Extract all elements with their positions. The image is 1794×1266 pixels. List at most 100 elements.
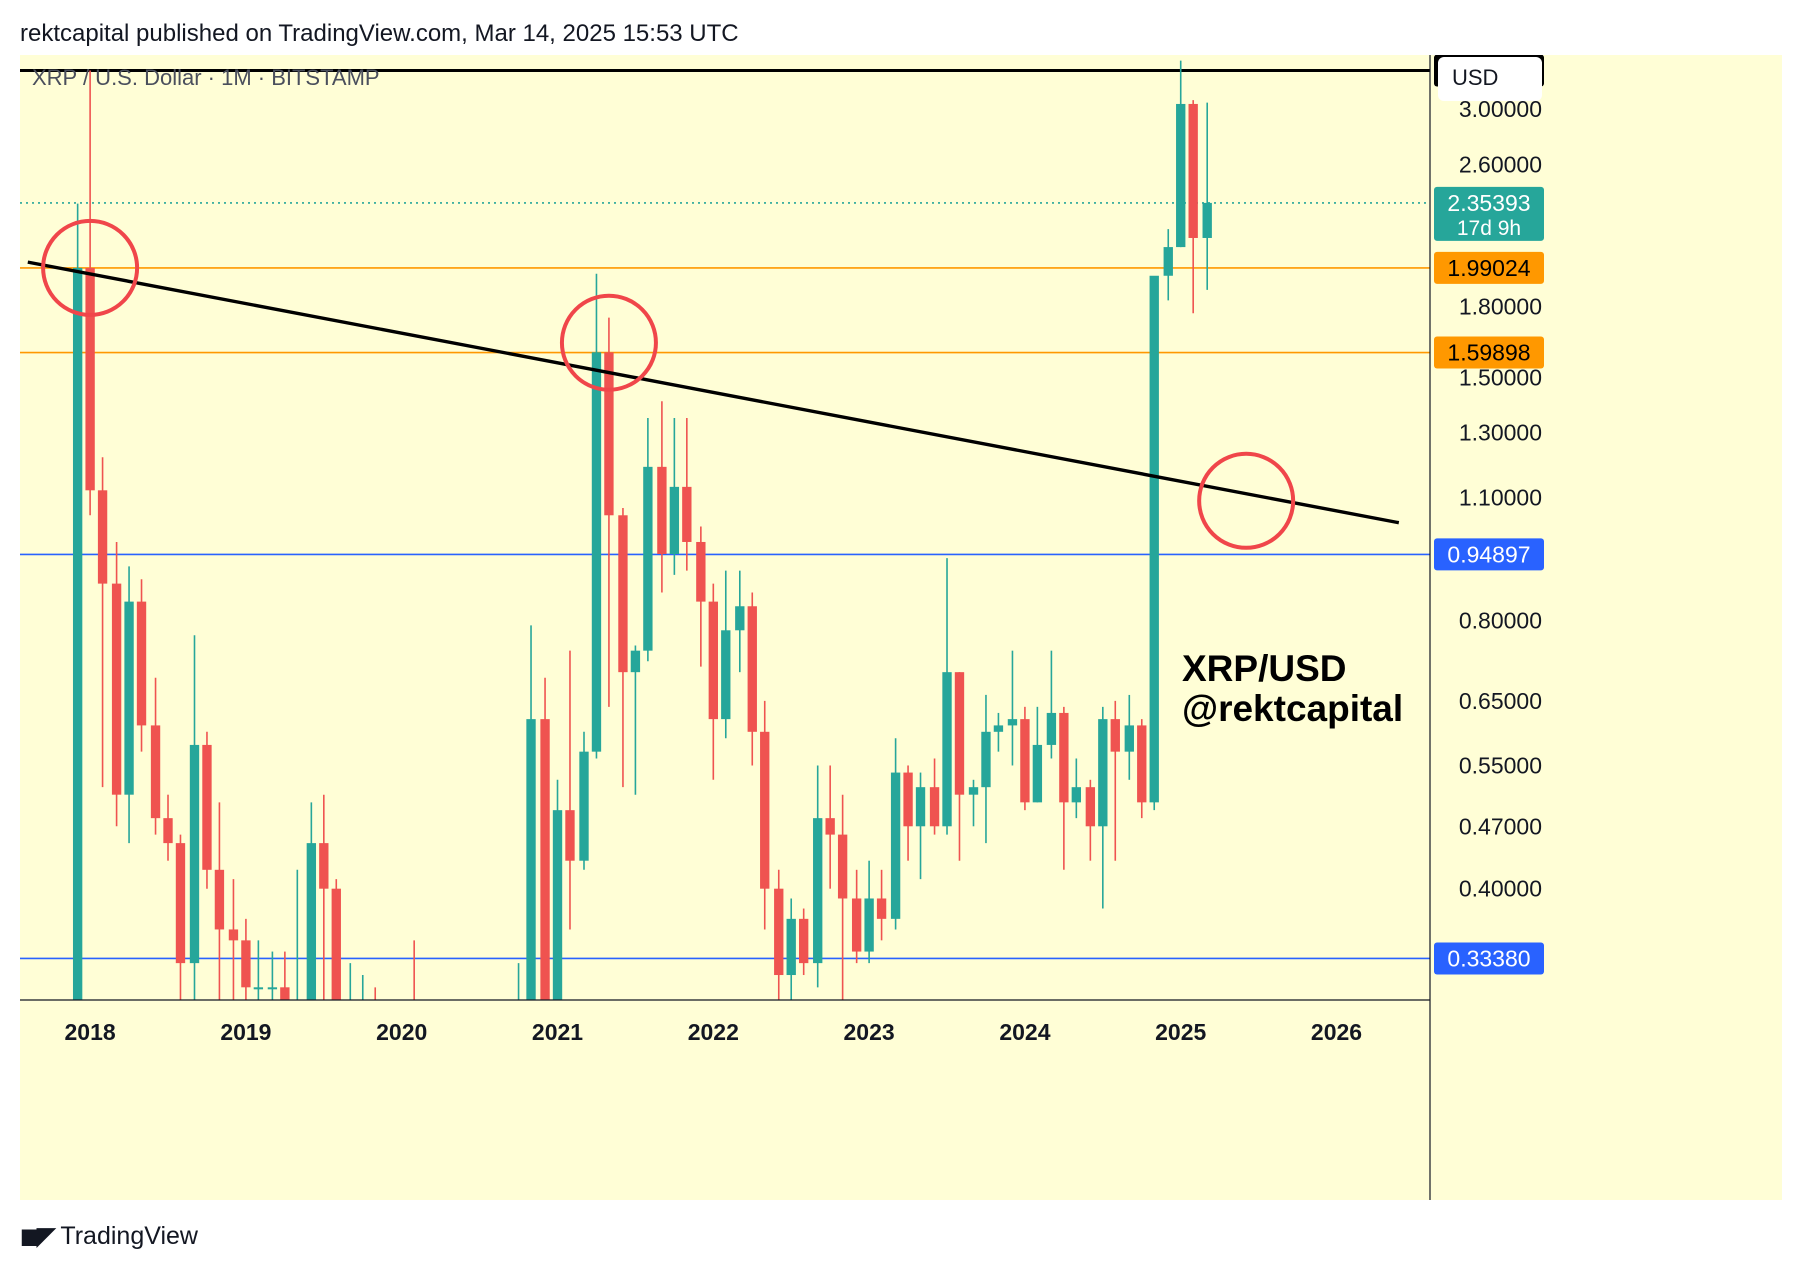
tradingview-logo[interactable]: ◼◤ TradingView <box>20 1222 198 1251</box>
candle-body-22 <box>358 1000 367 1013</box>
candle-body-48 <box>799 918 809 964</box>
candle-body-61 <box>968 787 979 795</box>
candle-body-4 <box>124 601 134 795</box>
candle-body-66 <box>1032 744 1043 803</box>
x-tick-label-5: 2023 <box>844 1019 895 1045</box>
price-label-5: 0.33380 <box>1434 942 1544 975</box>
price-label-bg-2 <box>1434 251 1544 284</box>
candle-body-30 <box>565 810 575 861</box>
price-label-sub-1: 17d 9h <box>1457 217 1521 240</box>
candle-body-18 <box>306 843 317 1000</box>
candle-body-12 <box>228 929 239 941</box>
currency-badge-label: USD <box>1452 65 1498 90</box>
x-tick-label-4: 2022 <box>688 1019 739 1045</box>
candle-body-71 <box>1098 719 1108 827</box>
candle-body-47 <box>786 918 796 976</box>
x-tick-label-2: 2020 <box>376 1019 427 1045</box>
published-line: rektcapital published on TradingView.com… <box>20 20 739 47</box>
candle-body-26 <box>514 1071 523 1087</box>
highlight-circle-2 <box>1197 451 1296 550</box>
candle-body-44 <box>747 606 757 732</box>
candle-body-7 <box>163 818 173 844</box>
price-label-text-5: 0.33380 <box>1447 945 1530 971</box>
candle-body-52 <box>851 898 862 952</box>
candle-body-41 <box>708 601 718 720</box>
price-label-bg-1 <box>1434 186 1544 241</box>
candle-body-42 <box>721 630 731 720</box>
chart-frame: 2018 2019 2020 2021 2022 2023 2024 2025 2026 3.00… <box>20 55 1782 1200</box>
candle-body-46 <box>774 888 784 976</box>
x-tick-label-6: 2024 <box>999 1019 1050 1045</box>
candle-body-65 <box>1020 719 1030 803</box>
candle-body-14 <box>253 987 264 990</box>
candle-body-27 <box>526 719 536 1000</box>
price-label-text-1: 2.35393 <box>1447 190 1530 216</box>
annotation-line-1: @rektcapital <box>1182 688 1403 729</box>
candle-body-50 <box>825 818 835 835</box>
candle-body-10 <box>202 744 212 870</box>
y-tick-label-3: 1.50000 <box>1459 364 1542 390</box>
y-tick-label-4: 1.30000 <box>1459 420 1542 446</box>
x-tick-label-1: 2019 <box>220 1019 271 1045</box>
candle-body-37 <box>657 466 667 555</box>
y-tick-label-5: 1.10000 <box>1459 484 1542 510</box>
price-label-text-3: 1.59898 <box>1447 340 1530 366</box>
candle-body-34 <box>618 515 628 673</box>
currency-badge[interactable]: USD <box>1438 57 1542 101</box>
candle-body-31 <box>579 751 589 861</box>
candle-body-8 <box>175 843 186 964</box>
candle-body-49 <box>813 818 823 964</box>
candle-body-51 <box>837 834 848 899</box>
candle-body-11 <box>214 869 225 930</box>
price-label-3: 1.59898 <box>1434 336 1544 369</box>
candle-body-69 <box>1071 787 1082 803</box>
candle-body-55 <box>890 772 901 919</box>
candle-body-43 <box>735 606 745 631</box>
candle-body-39 <box>682 486 692 542</box>
candle-body-60 <box>954 672 965 795</box>
candle-body-40 <box>696 541 706 602</box>
candle-body-1 <box>85 267 95 491</box>
candle-body-78 <box>1188 103 1198 238</box>
y-tick-label-8: 0.55000 <box>1459 752 1542 778</box>
price-label-4: 0.94897 <box>1434 538 1544 571</box>
candle-body-24 <box>385 1103 394 1177</box>
candle-body-45 <box>760 731 770 889</box>
price-label-text-2: 1.99024 <box>1447 255 1530 281</box>
candle-body-0 <box>72 267 83 1000</box>
candle-body-13 <box>241 940 251 988</box>
y-tick-label-7: 0.65000 <box>1459 688 1542 714</box>
x-tick-label-8: 2026 <box>1311 1019 1362 1045</box>
candle-body-59 <box>942 672 952 827</box>
y-tick-label-6: 0.80000 <box>1459 607 1542 633</box>
candle-body-32 <box>591 352 602 752</box>
candle-body-62 <box>981 731 991 788</box>
candle-body-35 <box>630 650 641 673</box>
price-label-text-4: 0.94897 <box>1447 541 1530 567</box>
candle-body-36 <box>643 466 653 651</box>
y-tick-label-10: 0.40000 <box>1459 876 1542 902</box>
candle-body-67 <box>1046 712 1057 745</box>
candle-body-33 <box>604 352 614 516</box>
candle-body-38 <box>669 486 680 555</box>
candle-body-53 <box>864 898 874 952</box>
candle-body-70 <box>1085 787 1096 827</box>
candle-body-29 <box>552 810 563 1000</box>
price-label-bg-4 <box>1434 538 1544 571</box>
candle-body-2 <box>97 490 108 584</box>
candle-body-23 <box>371 1000 380 1103</box>
y-tick-label-9: 0.47000 <box>1459 813 1542 839</box>
currency-badge-bg <box>1438 57 1542 101</box>
chart-title: XRP / U.S. Dollar · 1M · BITSTAMP <box>32 65 380 90</box>
candle-body-63 <box>993 725 1004 732</box>
candle-body-58 <box>929 787 940 827</box>
candle-body-20 <box>331 888 341 1000</box>
tradingview-brand-label: TradingView <box>60 1222 198 1250</box>
candle-body-15 <box>267 987 278 990</box>
x-tick-label-3: 2021 <box>532 1019 583 1045</box>
candle-body-79 <box>1202 202 1212 238</box>
highlight-circle-0 <box>41 218 140 317</box>
price-label-bg-5 <box>1434 942 1544 975</box>
price-chart[interactable]: 2018 2019 2020 2021 2022 2023 2024 2025 20263.00… <box>20 55 1782 1200</box>
tradingview-logo-icon: ◼◤ <box>20 1223 55 1250</box>
